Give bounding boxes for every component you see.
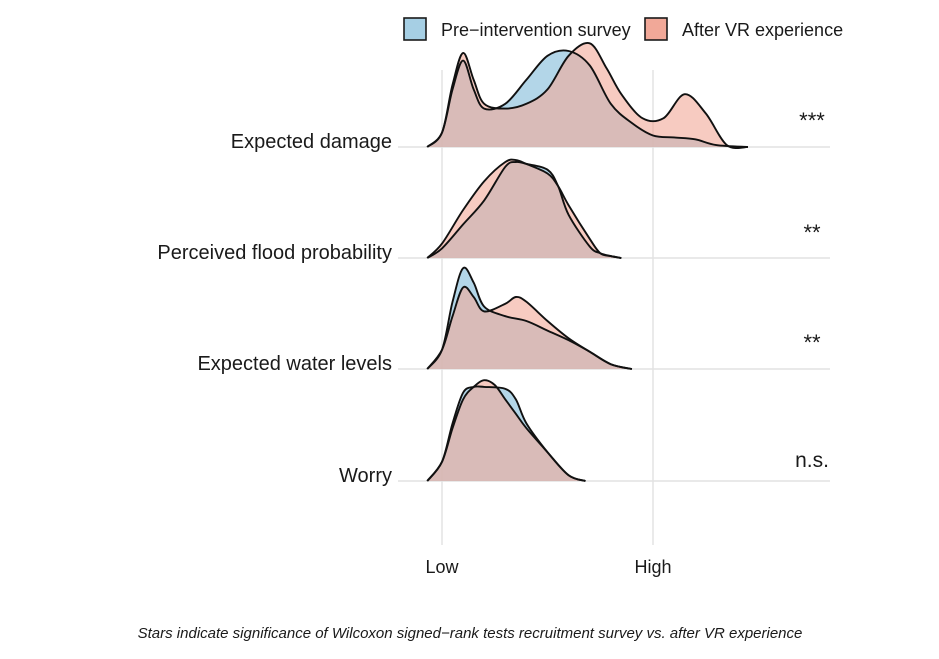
density-area-post-4 bbox=[427, 380, 586, 481]
density-area-post-1 bbox=[427, 42, 748, 149]
legend-swatch-pre bbox=[403, 17, 427, 41]
ridges bbox=[426, 42, 749, 482]
row-label-3: Expected water levels bbox=[197, 353, 392, 375]
x-tick-low: Low bbox=[425, 557, 459, 577]
density-line-post-3 bbox=[426, 285, 633, 370]
legend-label-pre: Pre−intervention survey bbox=[441, 20, 631, 40]
density-line-post-2 bbox=[426, 158, 622, 259]
ridge-4 bbox=[426, 379, 586, 482]
legend: Pre−intervention survey After VR experie… bbox=[403, 17, 843, 41]
row-label-1: Expected damage bbox=[231, 131, 392, 153]
row-labels: Expected damage Perceived flood probabili… bbox=[157, 131, 392, 487]
ridge-3 bbox=[426, 266, 633, 370]
density-area-post-3 bbox=[427, 286, 632, 369]
legend-label-post: After VR experience bbox=[682, 20, 843, 40]
ridge-1 bbox=[426, 42, 749, 150]
significance-labels: *******n.s. bbox=[795, 108, 829, 472]
density-line-post-1 bbox=[426, 42, 749, 150]
legend-swatch-post bbox=[644, 17, 668, 41]
x-tick-high: High bbox=[634, 557, 671, 577]
x-tick-labels: Low High bbox=[425, 557, 671, 577]
row-label-4: Worry bbox=[339, 465, 392, 487]
density-line-pre-1 bbox=[426, 49, 749, 148]
density-area-post-2 bbox=[427, 159, 622, 258]
significance-label-4: n.s. bbox=[795, 449, 829, 472]
caption: Stars indicate significance of Wilcoxon … bbox=[138, 625, 803, 642]
ridge-2 bbox=[426, 158, 622, 259]
significance-label-2: ** bbox=[803, 220, 821, 245]
significance-label-3: ** bbox=[803, 330, 821, 355]
significance-label-1: *** bbox=[799, 108, 825, 133]
density-line-post-4 bbox=[426, 379, 586, 482]
row-label-2: Perceived flood probability bbox=[157, 242, 392, 264]
